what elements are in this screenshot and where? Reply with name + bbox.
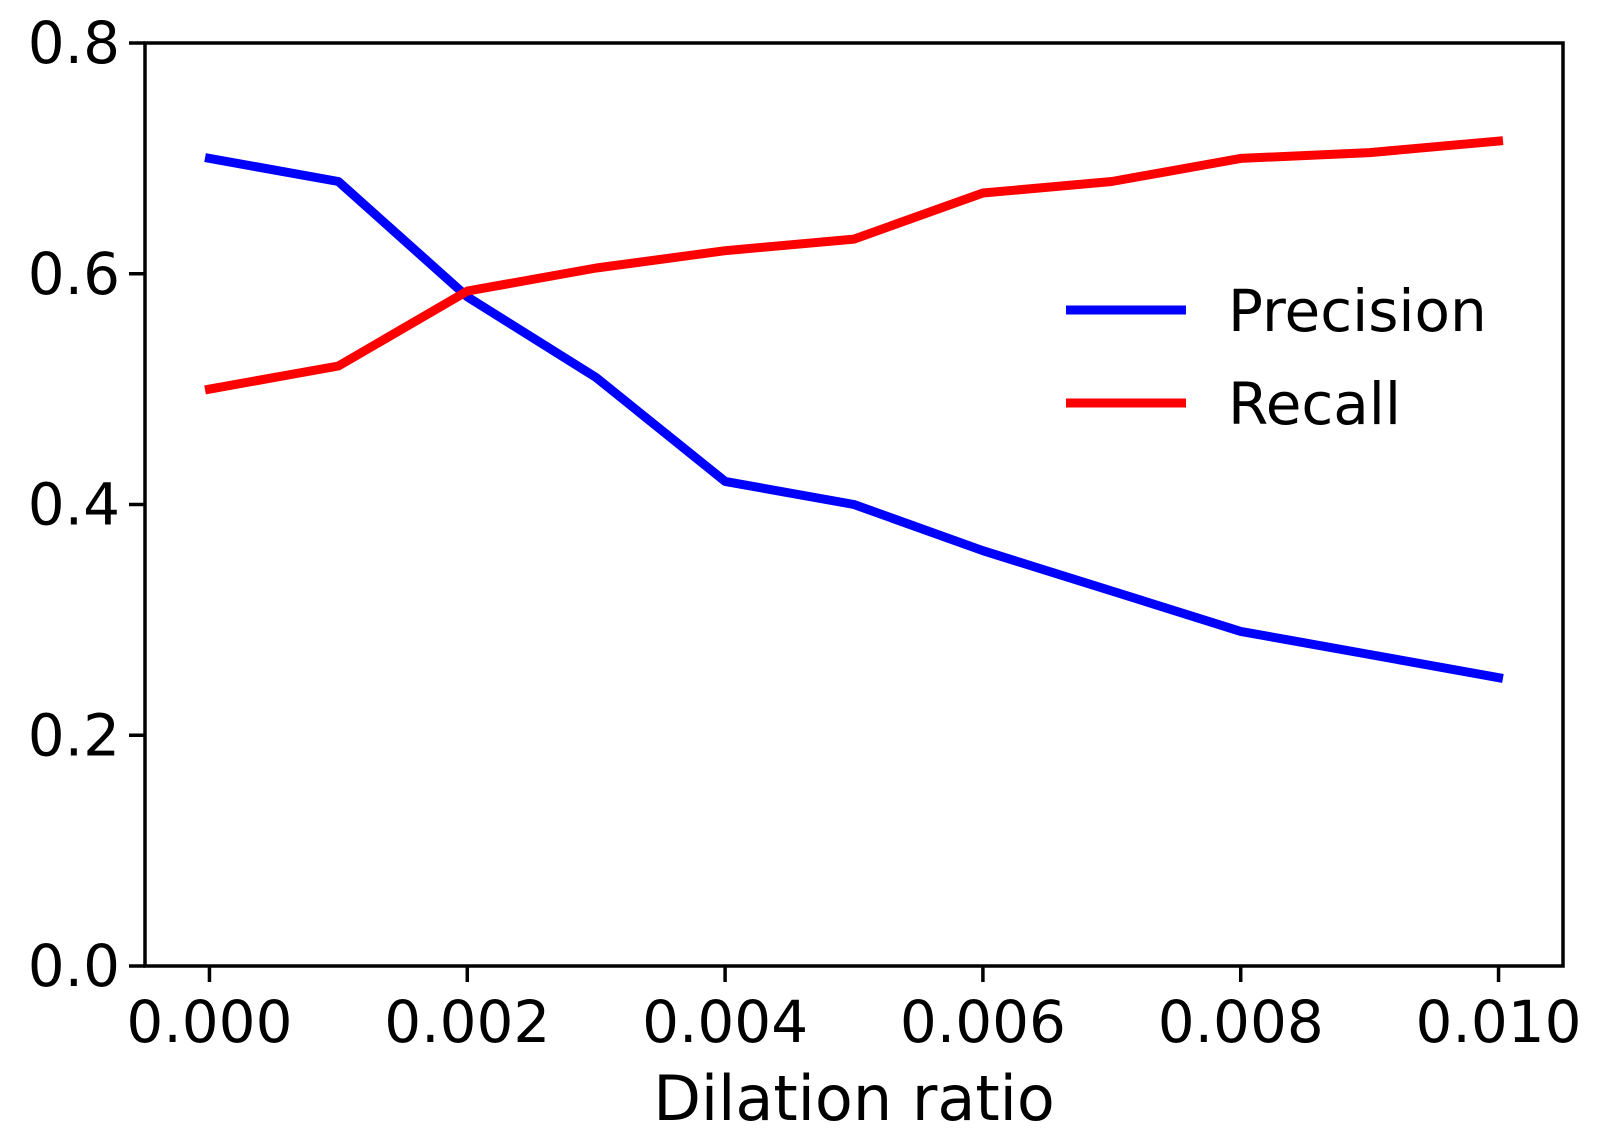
series-line-recall [204,136,1504,395]
y-tick-label: 0.6 [28,240,120,308]
axis-ticks [129,41,1501,982]
x-tick-label: 0.004 [642,988,808,1056]
series-line-precision [204,153,1504,683]
y-tick-label: 0.0 [28,932,120,1000]
y-tick-label: 0.4 [28,471,120,539]
legend-label-precision: Precision [1228,277,1487,345]
x-tick-label: 0.010 [1416,988,1582,1056]
legend: Precision Recall [1066,277,1487,438]
legend-label-recall: Recall [1228,370,1401,438]
y-tick-label: 0.8 [28,9,120,77]
x-tick-label: 0.008 [1158,988,1324,1056]
series-lines [204,136,1504,683]
y-tick-label: 0.2 [28,701,120,769]
x-tick-label: 0.002 [384,988,550,1056]
x-tick-label: 0.006 [900,988,1066,1056]
x-tick-label: 0.000 [126,988,292,1056]
x-axis-label: Dilation ratio [653,1062,1055,1135]
plot-area-border [143,41,1565,968]
axis-tick-labels: 0.000 0.002 0.004 0.006 0.008 0.010 0.0 0.2 0.4 0… [28,9,1582,1056]
